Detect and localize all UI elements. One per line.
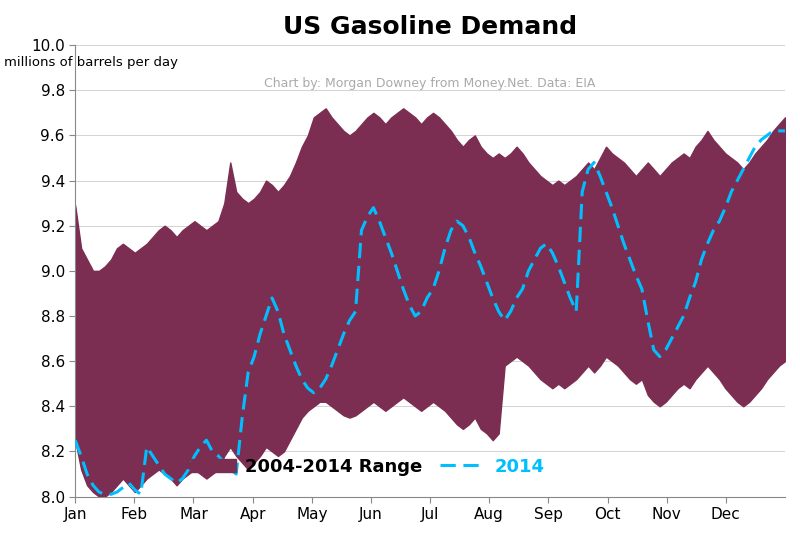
Text: millions of barrels per day: millions of barrels per day [4, 56, 178, 69]
Title: US Gasoline Demand: US Gasoline Demand [283, 15, 577, 39]
Text: Chart by: Morgan Downey from Money.Net. Data: EIA: Chart by: Morgan Downey from Money.Net. … [264, 77, 596, 90]
Legend: 2004-2014 Range, 2014: 2004-2014 Range, 2014 [183, 451, 552, 483]
